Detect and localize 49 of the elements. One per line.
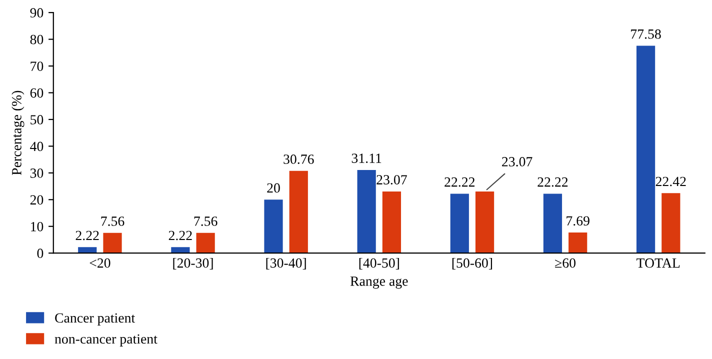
data-label: 2.22 [76,230,99,240]
bar [382,191,402,254]
y-tick-label: 80 [30,34,44,44]
data-label: 30.76 [284,154,314,164]
y-tick-label: 70 [30,62,44,71]
data-label: 22.22 [444,177,475,187]
legend-label: non-cancer patient [54,334,158,346]
bar [568,232,588,254]
data-label: 23.07 [502,157,532,166]
y-tick-label: 50 [30,115,44,124]
bar [196,232,215,254]
bar [662,193,680,254]
data-label: 7.56 [101,216,124,226]
y-axis-title: Percentage (%) [12,90,24,176]
bar [103,232,122,254]
data-label: 22.22 [538,177,568,187]
y-tick-label: 20 [30,195,44,205]
y-tick-label: 30 [30,168,44,178]
x-tick-label: <20 [90,258,110,268]
legend-label: Cancer patient [55,313,136,326]
y-tick-label: 10 [31,222,44,232]
bar [636,46,656,254]
data-label: 23.07 [376,175,407,185]
bar [289,170,308,254]
bar [78,247,97,254]
data-label: 2.22 [168,230,192,240]
data-label: 22.42 [656,176,686,186]
x-tick-label: [30-40] [266,258,306,270]
bar [357,170,376,254]
x-axis-title: Range age [350,276,408,289]
y-tick-label: 40 [30,142,44,152]
bar [475,191,494,254]
data-label: 20 [267,183,280,193]
bar [543,194,562,254]
x-tick-label: [20-30] [173,258,213,270]
x-tick-label: [50-60] [452,258,492,270]
y-tick-label: 0 [37,248,44,258]
bar [171,247,190,254]
data-label: 7.69 [566,216,590,226]
y-tick-label: 90 [30,8,44,18]
data-label: 77.58 [631,29,661,39]
data-label: 7.56 [194,216,218,226]
y-tick-label: 60 [30,88,44,98]
data-label: 31.11 [352,154,382,164]
x-tick-label: [40-50] [359,258,399,270]
x-tick-label: TOTAL [636,258,680,268]
bar [450,194,469,254]
x-tick-label: ≥60 [555,258,576,268]
bar [264,200,283,254]
